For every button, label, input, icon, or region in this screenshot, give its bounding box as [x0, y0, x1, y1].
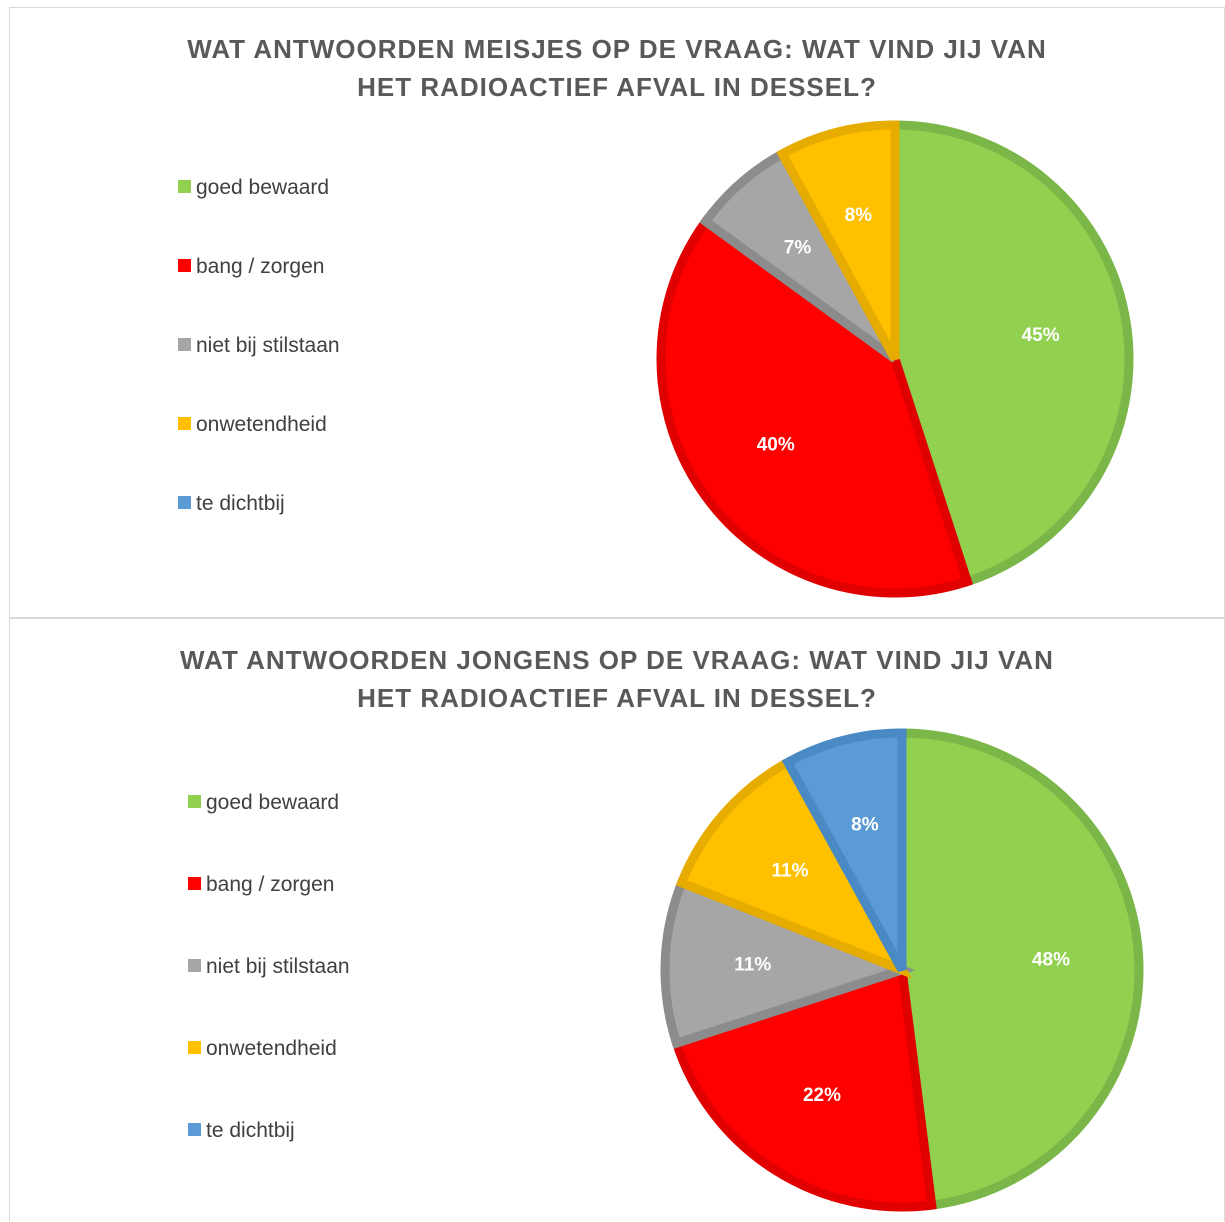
legend-swatch: [178, 338, 191, 351]
legend-item-onwetendheid: onwetendheid: [188, 1037, 337, 1061]
legend-swatch: [178, 259, 191, 272]
legend-swatch: [188, 795, 201, 808]
legend-label: te dichtbij: [206, 1119, 295, 1142]
chart-title: WAT ANTWOORDEN MEISJES OP DE VRAAG: WAT …: [10, 30, 1224, 106]
pie-slice-bang-zorgen: [656, 215, 973, 598]
data-label-goed-bewaard: 45%: [1022, 325, 1060, 346]
data-label-goed-bewaard: 48%: [1032, 950, 1070, 971]
legend-label: bang / zorgen: [206, 873, 335, 896]
data-label-niet-bij-stilstaan: 7%: [784, 237, 812, 258]
legend-label: onwetendheid: [196, 413, 327, 436]
legend-item-niet-bij-stilstaan: niet bij stilstaan: [178, 334, 340, 358]
legend-item-onwetendheid: onwetendheid: [178, 413, 327, 437]
chart-title-line-1: WAT ANTWOORDEN MEISJES OP DE VRAAG: WAT …: [187, 34, 1047, 64]
pie-slice-onwetendheid: [675, 756, 912, 979]
chart-title-line-2: HET RADIOACTIEF AFVAL IN DESSEL?: [357, 72, 877, 102]
legend-item-te-dichtbij: te dichtbij: [178, 492, 285, 516]
legend-label: niet bij stilstaan: [206, 955, 350, 978]
legend-item-niet-bij-stilstaan: niet bij stilstaan: [188, 955, 350, 979]
pie-slice-goed-bewaard: [890, 120, 1134, 588]
pie-slice-niet-bij-stilstaan: [660, 876, 916, 1049]
pie-slice-onwetendheid: [776, 120, 900, 362]
legend-swatch: [178, 417, 191, 430]
data-label-bang-zorgen: 22%: [803, 1085, 841, 1106]
legend-label: te dichtbij: [196, 492, 285, 515]
legend-item-te-dichtbij: te dichtbij: [188, 1119, 295, 1143]
legend-item-goed-bewaard: goed bewaard: [178, 176, 329, 200]
legend-label: niet bij stilstaan: [196, 334, 340, 357]
legend-swatch: [188, 877, 201, 890]
chart-title: WAT ANTWOORDEN JONGENS OP DE VRAAG: WAT …: [10, 641, 1224, 717]
legend-label: goed bewaard: [196, 176, 330, 199]
data-label-niet-bij-stilstaan: 11%: [734, 954, 771, 975]
legend-item-bang-zorgen: bang / zorgen: [188, 873, 334, 897]
chart-panel-meisjes: WAT ANTWOORDEN MEISJES OP DE VRAAG: WAT …: [9, 7, 1225, 618]
pie-slice-te-dichtbij: [781, 728, 907, 973]
data-label-bang-zorgen: 40%: [757, 435, 795, 456]
pie-chart: 45% 40% 7% 8%: [656, 120, 1134, 598]
legend-swatch: [178, 180, 191, 193]
legend-swatch: [188, 1041, 201, 1054]
legend-item-goed-bewaard: goed bewaard: [188, 791, 339, 815]
data-label-onwetendheid: 8%: [845, 205, 873, 226]
chart-title-line-2: HET RADIOACTIEF AFVAL IN DESSEL?: [357, 683, 877, 713]
data-label-onwetendheid: 11%: [772, 860, 809, 881]
legend-item-bang-zorgen: bang / zorgen: [178, 255, 324, 279]
legend-swatch: [188, 1123, 201, 1136]
legend-swatch: [178, 496, 191, 509]
chart-panel-jongens: WAT ANTWOORDEN JONGENS OP DE VRAAG: WAT …: [9, 618, 1225, 1221]
legend-swatch: [188, 959, 201, 972]
pie-chart: 48% 22% 11% 11% 8%: [660, 728, 1144, 1212]
legend-label: bang / zorgen: [196, 255, 325, 278]
data-label-te-dichtbij: 8%: [851, 814, 879, 835]
legend-label: onwetendheid: [206, 1037, 337, 1060]
pie-slice-goed-bewaard: [897, 728, 1144, 1211]
legend-label: goed bewaard: [206, 791, 340, 814]
chart-title-line-1: WAT ANTWOORDEN JONGENS OP DE VRAAG: WAT …: [180, 645, 1054, 675]
pie-slice-bang-zorgen: [670, 964, 937, 1212]
